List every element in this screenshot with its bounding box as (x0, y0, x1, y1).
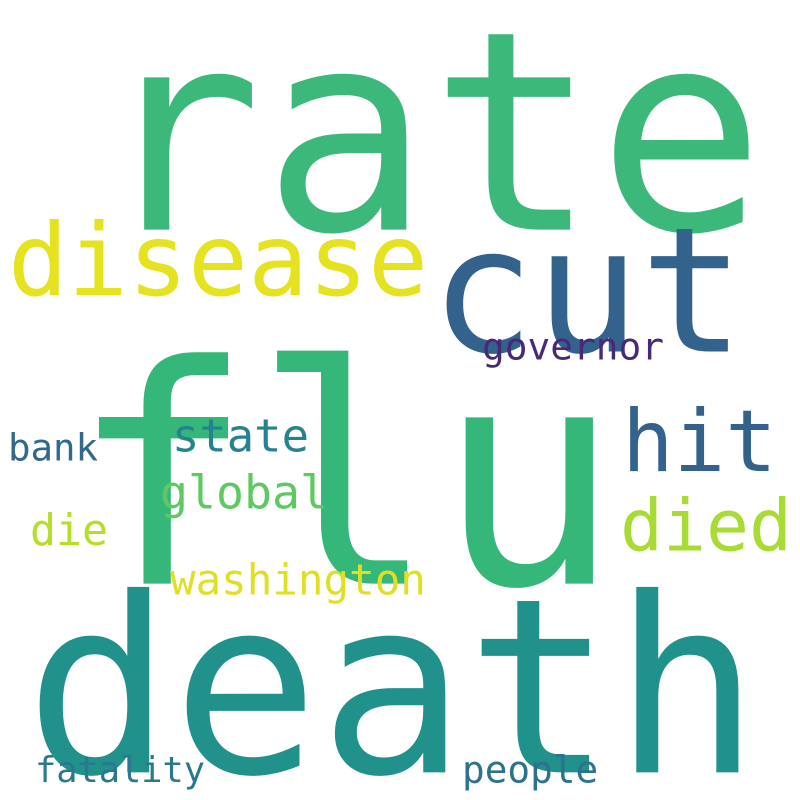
word-cut: cut (430, 190, 745, 394)
word-die: die (30, 506, 109, 557)
word-fatality: fatality (35, 750, 206, 792)
word-state: state (172, 409, 309, 463)
word-washington: washington (170, 556, 426, 606)
word-disease: disease (8, 202, 429, 320)
word-rate: rate (95, 0, 765, 296)
word-bank: bank (8, 425, 99, 470)
word-global: global (160, 465, 328, 520)
word-death: death (25, 545, 761, 800)
word-people: people (462, 747, 599, 792)
word-governor: governor (482, 324, 665, 369)
word-hit: hit (622, 391, 777, 492)
word-died: died (620, 484, 792, 568)
word-flu: flu (70, 300, 620, 656)
